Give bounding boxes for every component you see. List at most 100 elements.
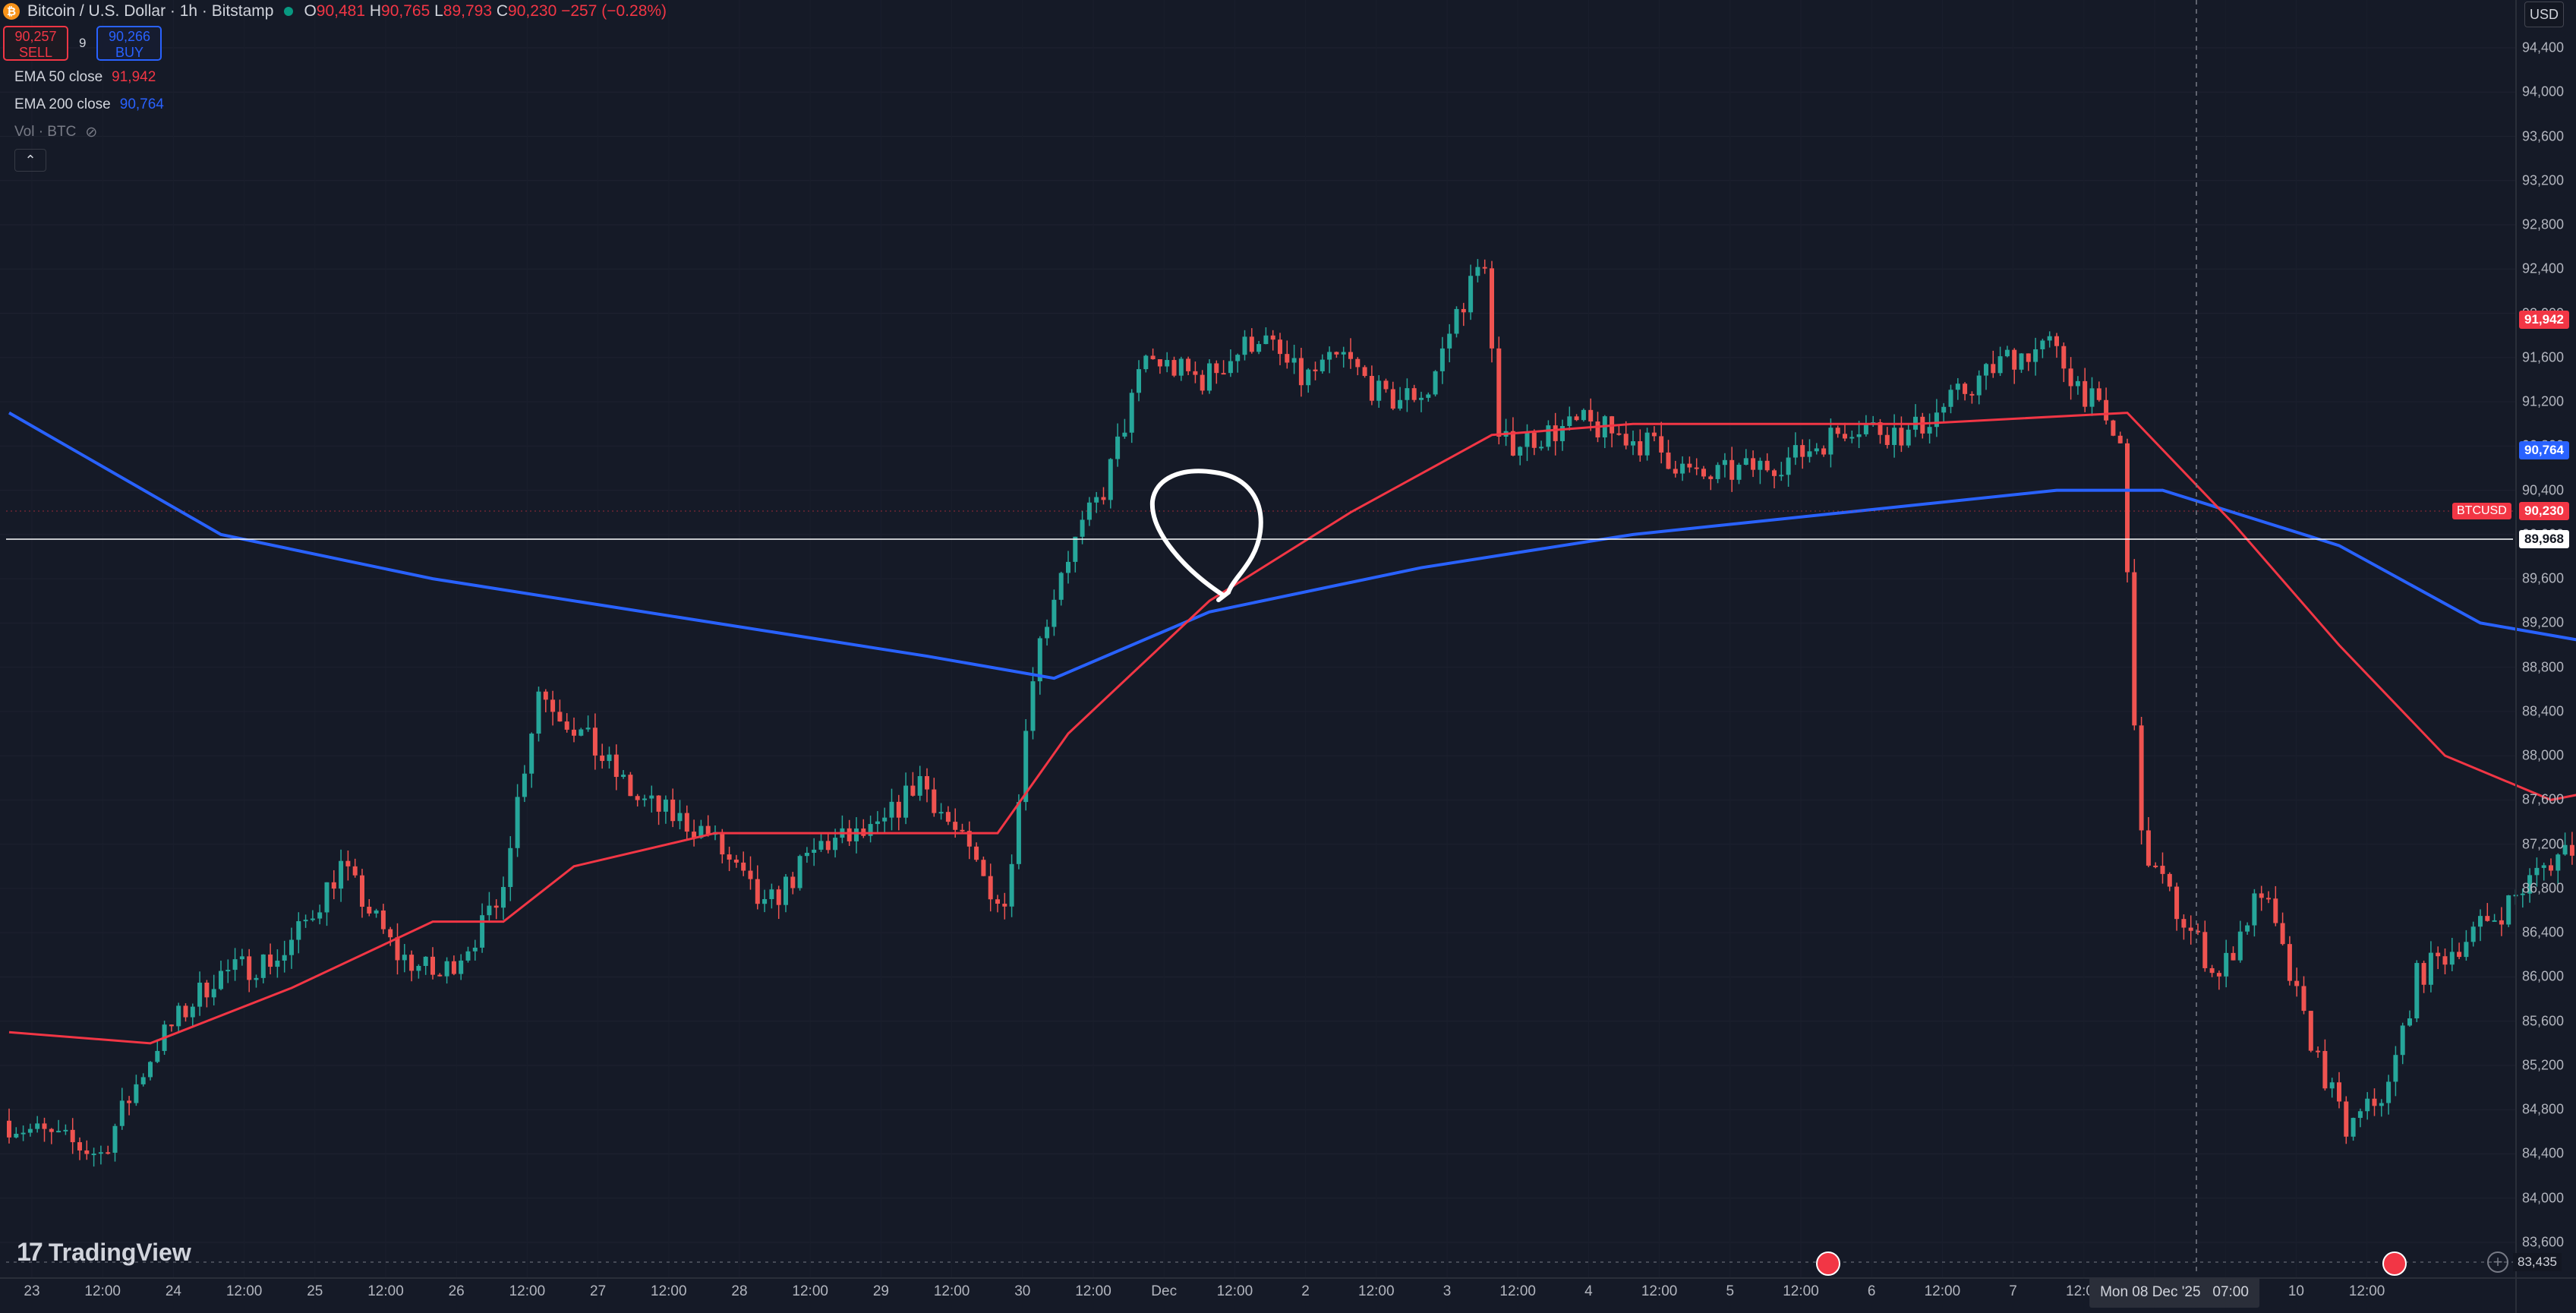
candle-body	[1426, 394, 1431, 398]
candle	[515, 784, 520, 857]
candle-body	[27, 1128, 33, 1133]
indicator-ema200[interactable]: EMA 200 close 90,764	[14, 96, 164, 112]
add-alert-icon[interactable]: +	[2487, 1251, 2508, 1273]
candle-body	[1157, 359, 1162, 367]
chevron-up-icon[interactable]: ⌃	[14, 149, 46, 172]
candle-body	[1984, 364, 1988, 376]
candle-body	[84, 1150, 90, 1154]
candle	[1094, 491, 1099, 513]
candle	[472, 939, 478, 961]
open-value: 90,481	[316, 2, 366, 20]
economic-event-flag-icon[interactable]	[2382, 1251, 2407, 1276]
sell-button[interactable]: 90,257 SELL	[3, 26, 68, 61]
currency-button[interactable]: USD	[2524, 2, 2564, 27]
candle	[945, 806, 951, 825]
candle	[2237, 920, 2243, 963]
candle-body	[1644, 432, 1650, 456]
candle	[1235, 353, 1241, 373]
candle	[1023, 718, 1029, 811]
candle	[1242, 330, 1247, 361]
candle	[465, 946, 471, 963]
candle-body	[1560, 426, 1565, 441]
candle-body	[140, 1077, 146, 1084]
candle-body	[1207, 363, 1212, 391]
buy-button[interactable]: 90,266 BUY	[96, 26, 162, 61]
candle-body	[592, 728, 597, 756]
candle-body	[268, 954, 273, 967]
candle	[1963, 382, 1968, 401]
candle-body	[190, 1006, 195, 1018]
bitcoin-icon: ₿	[3, 3, 20, 20]
candle	[1934, 399, 1939, 437]
candle-body	[2386, 1081, 2392, 1103]
candle	[1588, 398, 1594, 431]
candle-body	[529, 734, 534, 774]
price-tick-label: 93,200	[2522, 172, 2565, 188]
candle-body	[2061, 346, 2067, 369]
candle	[1913, 404, 1918, 437]
candle	[1228, 349, 1233, 377]
candle	[1320, 354, 1325, 374]
candle	[2209, 964, 2215, 977]
price-tick-label: 86,400	[2522, 924, 2565, 940]
time-tick-label: 6	[1867, 1283, 1876, 1299]
candle	[1751, 450, 1756, 478]
candle-body	[1023, 731, 1029, 803]
candle	[2146, 817, 2151, 867]
candle	[112, 1123, 118, 1162]
candle-body	[1518, 447, 1523, 456]
candle-body	[148, 1062, 153, 1078]
symbol-title[interactable]: Bitcoin / U.S. Dollar · 1h · Bitstamp	[27, 2, 274, 20]
indicator-ema50[interactable]: EMA 50 close 91,942	[14, 69, 156, 85]
candle	[56, 1119, 61, 1133]
candle	[529, 732, 534, 788]
candle	[1278, 333, 1282, 365]
candle-body	[536, 691, 541, 734]
economic-event-flag-icon[interactable]	[1816, 1251, 1840, 1276]
candle	[543, 689, 548, 712]
candle-body	[1715, 465, 1720, 479]
time-tick-label: 12:00	[2348, 1283, 2385, 1299]
candle-body	[2266, 898, 2271, 900]
candle	[1058, 571, 1064, 606]
price-tick-label: 92,400	[2522, 260, 2565, 276]
ema200-price-badge: 90,764	[2519, 441, 2569, 459]
candle-body	[1263, 335, 1269, 345]
candle	[1553, 412, 1558, 456]
candle	[656, 795, 661, 825]
candle-body	[1828, 428, 1833, 455]
candle-body	[847, 828, 852, 841]
candle	[1475, 259, 1480, 282]
time-tick-label: 25	[307, 1283, 323, 1299]
candle	[2442, 948, 2448, 974]
eye-off-icon[interactable]: ⊘	[85, 124, 98, 140]
candle-body	[451, 961, 456, 974]
candle-body	[1588, 409, 1594, 422]
candle	[225, 959, 231, 983]
candle	[2075, 376, 2080, 395]
candle-body	[2294, 980, 2300, 986]
candle-body	[2470, 926, 2476, 942]
candle	[1186, 356, 1191, 376]
candle	[2216, 971, 2221, 990]
candle-body	[1439, 348, 1445, 371]
candle-body	[2372, 1098, 2377, 1106]
candle	[2301, 976, 2306, 1015]
candle	[628, 772, 633, 797]
candle-body	[579, 729, 584, 736]
candle-body	[1878, 422, 1883, 435]
tradingview-logo[interactable]: 17 TradingView	[17, 1238, 191, 1267]
candle	[692, 819, 697, 847]
candle	[1129, 389, 1134, 443]
tradingview-logo-icon: 17	[17, 1238, 43, 1267]
high-value: 90,765	[381, 2, 430, 20]
candle	[705, 815, 711, 837]
indicator-volume[interactable]: Vol · BTC ⊘	[14, 124, 98, 140]
candle	[1376, 375, 1382, 408]
candle	[1581, 408, 1586, 422]
candle	[917, 765, 922, 801]
candle	[1659, 421, 1664, 464]
candle-body	[2316, 1050, 2321, 1053]
candle-body	[1758, 460, 1763, 470]
